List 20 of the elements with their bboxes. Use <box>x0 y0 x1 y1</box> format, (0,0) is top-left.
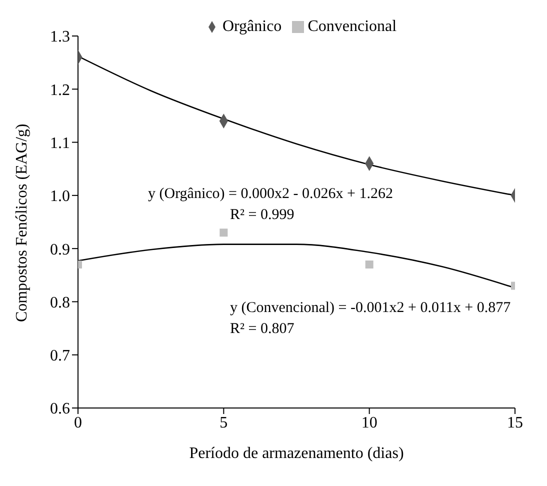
y-axis-title: Compostos Fenólicos (EAG/g) <box>14 124 31 322</box>
annotation: y (Orgânico) = 0.000x2 - 0.026x + 1.262 <box>148 186 393 203</box>
annotation: R² = 0.807 <box>230 321 294 338</box>
y-tick-label: 0.9 <box>50 241 70 258</box>
x-axis-title: Período de armazenamento (dias) <box>189 445 404 462</box>
y-tick-label: 1.1 <box>50 134 70 152</box>
y-tick-label: 1.0 <box>50 188 70 206</box>
x-tick-label: 15 <box>507 414 523 432</box>
x-tick-label: 10 <box>361 414 378 432</box>
y-tick-label: 1.3 <box>50 28 70 46</box>
annotation: R² = 0.999 <box>230 207 294 224</box>
x-tick-label: 5 <box>220 414 228 432</box>
annotation: y (Convencional) = -0.001x2 + 0.011x + 0.877 <box>230 300 511 317</box>
y-tick-label: 0.8 <box>50 294 70 312</box>
legend-label: Convencional <box>308 18 397 35</box>
y-tick-label: 0.6 <box>50 400 70 418</box>
y-tick-label: 1.2 <box>50 82 70 99</box>
x-tick-label: 0 <box>74 414 82 432</box>
legend-label: Orgânico <box>222 18 282 35</box>
y-tick-label: 0.7 <box>50 348 70 365</box>
